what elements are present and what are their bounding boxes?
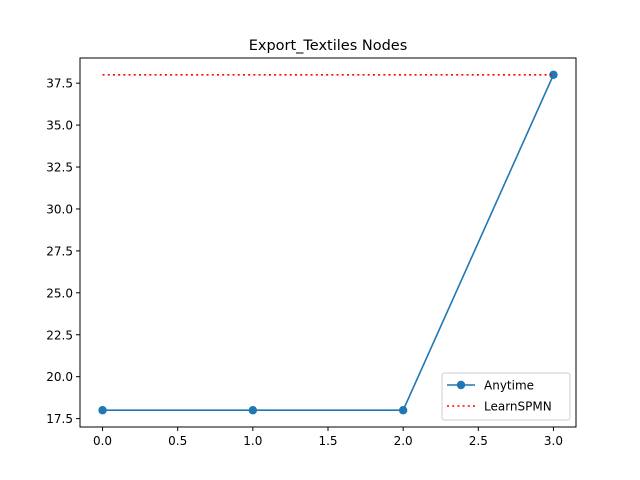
y-tick-label: 20.0	[46, 370, 73, 384]
chart-title: Export_Textiles Nodes	[249, 38, 408, 54]
data-point-anytime	[98, 406, 107, 415]
y-tick-label: 37.5	[46, 77, 73, 91]
y-tick-label: 35.0	[46, 119, 73, 133]
series-line-anytime	[102, 74, 555, 412]
x-tick-label: 2.5	[469, 434, 488, 448]
y-tick-label: 32.5	[46, 161, 73, 175]
x-tick-label: 1.5	[318, 434, 337, 448]
data-point-anytime	[398, 406, 408, 415]
y-tick-label: 22.5	[46, 328, 73, 342]
y-tick-label: 17.5	[46, 412, 73, 426]
legend-label-anytime: Anytime	[484, 379, 534, 393]
data-point-anytime	[549, 70, 558, 79]
y-tick-label: 27.5	[46, 244, 73, 258]
x-tick-label: 2.0	[394, 434, 413, 448]
data-point-anytime	[248, 406, 258, 415]
legend-label-learnspmn: LearnSPMN	[484, 400, 552, 414]
y-tick-label: 25.0	[46, 286, 73, 300]
x-tick-label: 3.0	[544, 434, 563, 448]
plot-frame	[79, 57, 577, 428]
legend: Anytime LearnSPMN	[441, 372, 571, 421]
x-tick-label: 1.0	[243, 434, 262, 448]
x-tick-label: 0.0	[93, 434, 112, 448]
legend-marker-anytime	[456, 380, 466, 390]
series-layer	[98, 70, 558, 415]
plot-area	[80, 58, 576, 427]
y-tick-label: 30.0	[46, 202, 73, 216]
x-tick-label: 0.5	[168, 434, 187, 448]
ticks-layer: 0.0 0.5 1.0 1.5 2.0 2.5 3.0 17.5 20.0 22.5 25.0 27.…	[46, 77, 563, 448]
